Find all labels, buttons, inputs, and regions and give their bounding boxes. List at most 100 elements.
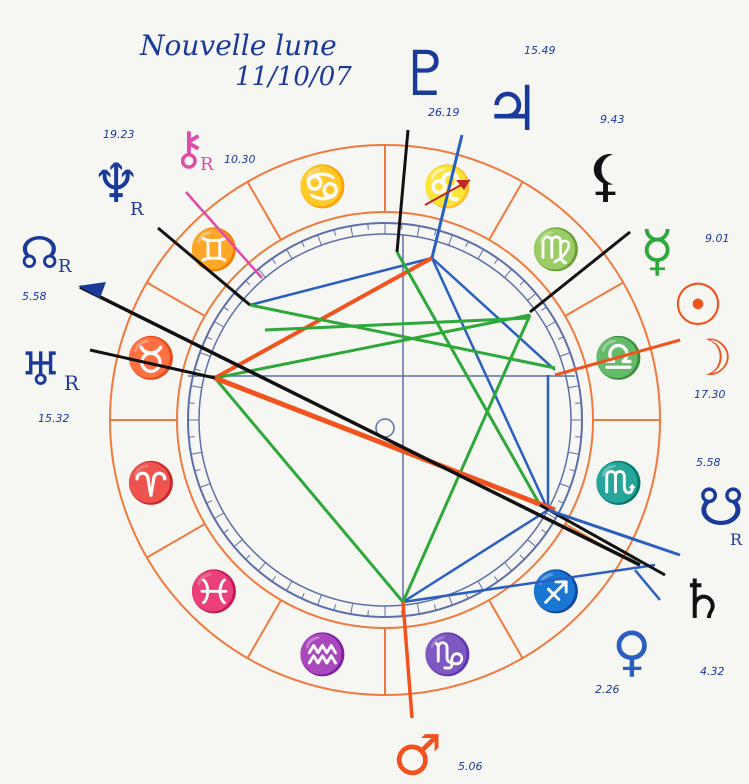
moon-icon: ☽ bbox=[688, 329, 733, 387]
degree-tick bbox=[575, 436, 582, 438]
aspect-lines bbox=[79, 129, 681, 719]
svg-text:9.43: 9.43 bbox=[600, 113, 625, 126]
degree-tick bbox=[559, 352, 571, 357]
aquarius-sign-icon: ♒ bbox=[297, 631, 347, 678]
degree-tick bbox=[214, 512, 225, 519]
degree-tick bbox=[527, 539, 537, 548]
degree-tick bbox=[199, 352, 211, 357]
degree-tick bbox=[333, 229, 337, 236]
south-node-icon: ☋ bbox=[698, 478, 744, 538]
svg-text:5.58: 5.58 bbox=[696, 456, 721, 469]
svg-text:R: R bbox=[730, 530, 743, 549]
degree-tick bbox=[188, 436, 195, 438]
degree-tick bbox=[333, 604, 337, 611]
degree-tick bbox=[257, 268, 266, 278]
degree-tick bbox=[575, 402, 582, 404]
chart-date: 11/10/07 bbox=[235, 62, 352, 92]
node-arrow-icon bbox=[78, 282, 106, 298]
degree-tick bbox=[367, 223, 369, 230]
degree-tick bbox=[350, 225, 354, 237]
degree-tick bbox=[190, 451, 202, 455]
sign-divider bbox=[564, 281, 624, 317]
saturn-icon: ♄ bbox=[678, 568, 726, 631]
cancer-sign-icon: ♋ bbox=[297, 163, 347, 210]
degree-tick bbox=[568, 451, 580, 455]
sign-divider bbox=[146, 523, 206, 559]
sign-divider bbox=[246, 181, 282, 241]
zodiac-inner-ring bbox=[176, 211, 594, 629]
degree-tick bbox=[286, 580, 293, 591]
degree-tick bbox=[494, 576, 499, 582]
degree-tick bbox=[519, 554, 525, 560]
degree-tick bbox=[527, 292, 537, 301]
degree-tick bbox=[416, 225, 420, 237]
degree-tick bbox=[477, 249, 484, 260]
svg-text:15.32: 15.32 bbox=[38, 412, 70, 425]
svg-text:2.26: 2.26 bbox=[595, 683, 620, 696]
degree-tick bbox=[433, 604, 437, 611]
sagittarius-sign-icon: ♐ bbox=[531, 568, 581, 615]
degree-tick bbox=[557, 336, 564, 340]
mercury-icon: ☿ bbox=[640, 219, 674, 284]
degree-tick bbox=[401, 610, 403, 617]
degree-tick bbox=[188, 402, 195, 404]
degree-tick bbox=[317, 234, 322, 246]
degree-tick bbox=[206, 336, 213, 340]
degree-tick bbox=[494, 258, 499, 264]
degree-tick bbox=[286, 249, 293, 260]
mars-icon: ♂ bbox=[392, 724, 442, 780]
degree-tick bbox=[271, 258, 276, 264]
degree-tick bbox=[541, 306, 547, 311]
degree-tick bbox=[541, 529, 547, 534]
degree-tick bbox=[223, 529, 229, 534]
degree-tick bbox=[190, 385, 202, 389]
zodiac-signs: ♈♉♊♋♌♍♎♏♐♑♒♓ bbox=[126, 163, 643, 678]
svg-text:R: R bbox=[58, 256, 72, 277]
aspect-ring bbox=[198, 233, 572, 607]
degree-tick bbox=[448, 594, 453, 606]
sign-divider bbox=[488, 599, 524, 659]
degree-tick bbox=[233, 539, 243, 548]
pisces-sign-icon: ♓ bbox=[189, 568, 239, 615]
planet-glyphs: ♅ R 15.32 ☊ R 5.58 ♆ R 19.23 ⚷ R 10.30 ♇… bbox=[20, 37, 744, 784]
degree-tick bbox=[401, 223, 403, 230]
virgo-sign-icon: ♍ bbox=[531, 226, 581, 273]
svg-text:26.19: 26.19 bbox=[428, 106, 460, 119]
degree-tick bbox=[317, 594, 322, 606]
gemini-sign-icon: ♊ bbox=[189, 226, 239, 273]
uranus-icon: ♅ bbox=[20, 342, 61, 396]
sign-divider bbox=[246, 599, 282, 659]
degree-tick bbox=[194, 468, 201, 472]
degree-tick bbox=[271, 576, 276, 582]
svg-text:17.30: 17.30 bbox=[694, 388, 726, 401]
svg-text:R: R bbox=[130, 199, 144, 220]
jupiter-icon: ♃ bbox=[484, 72, 540, 145]
pluto-icon: ♇ bbox=[398, 37, 454, 110]
degree-tick bbox=[367, 610, 369, 617]
degree-tick bbox=[416, 603, 420, 615]
degree-tick bbox=[223, 306, 229, 311]
svg-text:9.01: 9.01 bbox=[705, 232, 730, 245]
degree-tick bbox=[257, 562, 266, 572]
degree-tick bbox=[206, 500, 213, 504]
node-icon: ☊ bbox=[20, 228, 59, 279]
svg-text:10.30: 10.30 bbox=[224, 153, 256, 166]
degree-tick bbox=[301, 592, 305, 599]
degree-tick bbox=[568, 385, 580, 389]
degree-tick bbox=[433, 229, 437, 236]
degree-tick bbox=[245, 280, 251, 286]
degree-tick bbox=[504, 268, 513, 278]
svg-text:15.49: 15.49 bbox=[524, 44, 556, 57]
scorpio-sign-icon: ♏ bbox=[594, 460, 644, 507]
svg-text:4.32: 4.32 bbox=[700, 665, 725, 678]
venus-icon: ♀ bbox=[612, 620, 651, 683]
degree-tick bbox=[465, 241, 469, 248]
lilith-icon: ⚸ bbox=[585, 144, 626, 209]
chiron-icon: ⚷ bbox=[172, 121, 206, 175]
degree-tick bbox=[214, 321, 225, 328]
sun-icon: ☉ bbox=[672, 271, 724, 339]
svg-text:19.23: 19.23 bbox=[103, 128, 135, 141]
neptune-icon: ♆ bbox=[92, 152, 140, 215]
